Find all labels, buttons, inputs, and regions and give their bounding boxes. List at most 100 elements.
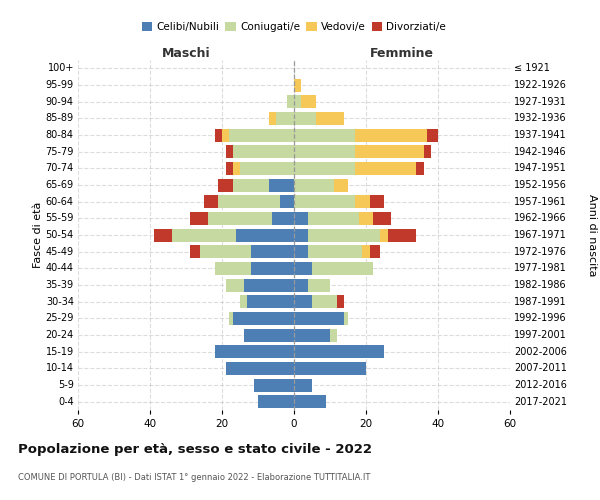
- Bar: [215, 345, 294, 358]
- Bar: [294, 395, 326, 408]
- Bar: [294, 145, 424, 158]
- Bar: [240, 295, 294, 308]
- Bar: [154, 228, 294, 241]
- Bar: [226, 362, 294, 375]
- Bar: [294, 362, 366, 375]
- Bar: [190, 245, 294, 258]
- Bar: [294, 378, 312, 392]
- Bar: [276, 112, 294, 125]
- Bar: [218, 195, 294, 208]
- Bar: [294, 112, 344, 125]
- Bar: [240, 295, 294, 308]
- Bar: [215, 345, 294, 358]
- Bar: [294, 362, 366, 375]
- Bar: [269, 112, 294, 125]
- Bar: [172, 228, 294, 241]
- Bar: [226, 278, 294, 291]
- Bar: [294, 162, 424, 175]
- Bar: [294, 162, 355, 175]
- Bar: [208, 212, 294, 225]
- Bar: [244, 328, 294, 342]
- Bar: [294, 112, 316, 125]
- Bar: [287, 95, 294, 108]
- Bar: [294, 245, 380, 258]
- Bar: [251, 262, 294, 275]
- Bar: [229, 128, 294, 141]
- Bar: [294, 195, 370, 208]
- Bar: [240, 295, 294, 308]
- Bar: [294, 245, 362, 258]
- Bar: [294, 212, 373, 225]
- Bar: [294, 178, 348, 192]
- Bar: [204, 195, 294, 208]
- Bar: [254, 378, 294, 392]
- Bar: [294, 245, 370, 258]
- Bar: [294, 328, 337, 342]
- Bar: [294, 95, 301, 108]
- Bar: [247, 295, 294, 308]
- Bar: [294, 295, 337, 308]
- Bar: [294, 278, 308, 291]
- Bar: [226, 145, 294, 158]
- Bar: [226, 362, 294, 375]
- Bar: [294, 128, 427, 141]
- Bar: [294, 362, 366, 375]
- Bar: [294, 312, 348, 325]
- Bar: [244, 328, 294, 342]
- Bar: [233, 162, 294, 175]
- Bar: [294, 245, 308, 258]
- Bar: [244, 328, 294, 342]
- Bar: [294, 195, 355, 208]
- Bar: [294, 312, 344, 325]
- Bar: [272, 212, 294, 225]
- Bar: [294, 95, 316, 108]
- Text: Femmine: Femmine: [370, 47, 434, 60]
- Bar: [254, 378, 294, 392]
- Bar: [294, 378, 312, 392]
- Bar: [294, 212, 391, 225]
- Bar: [294, 312, 348, 325]
- Bar: [294, 228, 380, 241]
- Bar: [294, 195, 384, 208]
- Bar: [269, 178, 294, 192]
- Bar: [294, 262, 373, 275]
- Bar: [294, 278, 330, 291]
- Bar: [280, 195, 294, 208]
- Bar: [294, 345, 384, 358]
- Bar: [215, 345, 294, 358]
- Bar: [233, 145, 294, 158]
- Bar: [269, 112, 294, 125]
- Bar: [294, 178, 348, 192]
- Bar: [258, 395, 294, 408]
- Bar: [233, 178, 294, 192]
- Bar: [294, 378, 312, 392]
- Bar: [226, 278, 294, 291]
- Bar: [172, 228, 294, 241]
- Bar: [294, 278, 330, 291]
- Bar: [294, 345, 384, 358]
- Bar: [251, 245, 294, 258]
- Bar: [294, 395, 326, 408]
- Bar: [240, 162, 294, 175]
- Bar: [294, 112, 344, 125]
- Bar: [215, 262, 294, 275]
- Bar: [287, 95, 294, 108]
- Bar: [218, 195, 294, 208]
- Bar: [294, 228, 416, 241]
- Bar: [233, 178, 294, 192]
- Bar: [244, 278, 294, 291]
- Y-axis label: Anni di nascita: Anni di nascita: [587, 194, 596, 276]
- Bar: [200, 245, 294, 258]
- Bar: [218, 178, 294, 192]
- Bar: [229, 312, 294, 325]
- Bar: [294, 95, 316, 108]
- Bar: [287, 95, 294, 108]
- Bar: [294, 362, 366, 375]
- Bar: [229, 312, 294, 325]
- Bar: [222, 128, 294, 141]
- Bar: [226, 362, 294, 375]
- Text: COMUNE DI PORTULA (BI) - Dati ISTAT 1° gennaio 2022 - Elaborazione TUTTITALIA.IT: COMUNE DI PORTULA (BI) - Dati ISTAT 1° g…: [18, 472, 370, 482]
- Bar: [254, 378, 294, 392]
- Bar: [254, 378, 294, 392]
- Legend: Celibi/Nubili, Coniugati/e, Vedovi/e, Divorziati/e: Celibi/Nubili, Coniugati/e, Vedovi/e, Di…: [140, 20, 448, 34]
